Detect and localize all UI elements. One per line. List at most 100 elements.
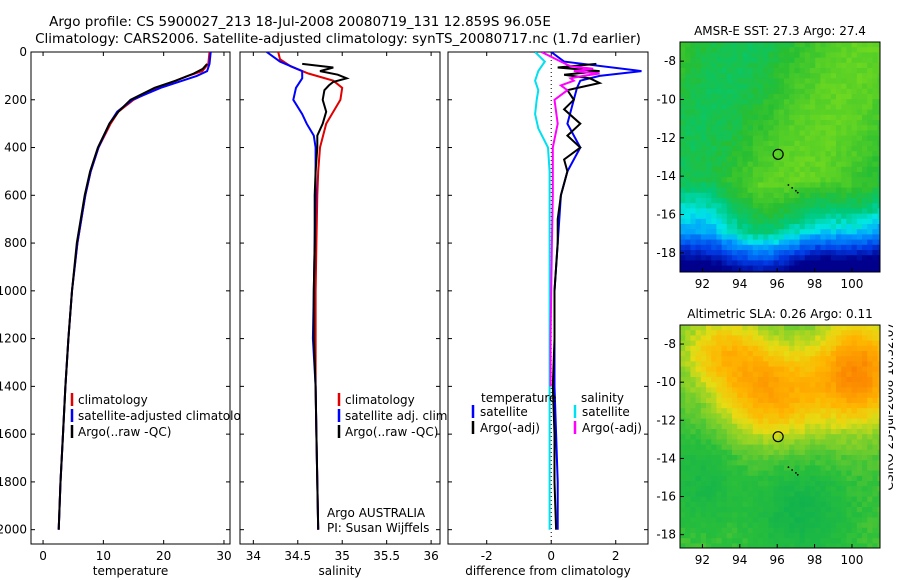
map-cell [778,392,785,399]
map-cell [690,470,696,477]
map-cell [737,387,743,393]
map-cell [680,491,686,497]
map-cell [695,114,702,121]
map-cell [810,512,816,518]
map-cell [846,73,852,79]
map-cell [758,120,764,126]
map-cell [856,177,863,183]
map-cell [742,52,748,58]
map-cell [851,345,858,352]
map-cell [732,345,738,352]
map-cell [830,444,837,451]
map-cell [758,543,764,549]
map-cell [758,172,764,178]
map-cell [721,140,728,147]
map-cell [794,57,800,64]
map-cell [716,187,722,194]
map-cell [680,325,686,331]
map-cell [711,120,717,126]
map-cell [830,156,837,162]
map-cell [846,491,852,497]
map-cell [763,460,769,466]
map-cell [742,455,748,461]
map-cell [799,114,806,121]
map-cell [856,491,863,497]
map-cell [794,114,800,121]
map-cell [830,512,837,518]
map-cell [851,330,858,336]
map-cell [706,42,712,48]
map-cell [810,156,816,162]
map-cell [721,187,728,194]
map-cell [721,52,728,58]
map-cell [768,512,774,518]
map-cell [706,501,712,508]
map-cell [846,361,852,367]
map-cell [820,265,826,272]
map-cell [841,543,847,549]
map-cell [804,218,811,225]
map-cell [825,192,832,199]
map-cell [836,486,842,492]
map-cell [726,397,733,404]
map-cell [716,512,722,518]
map-cell [846,78,852,84]
map-cell [851,99,858,105]
map-cell [825,408,832,414]
map-cell [711,192,717,199]
map-cell [742,156,748,162]
map-cell [799,203,806,209]
map-cell [685,397,691,404]
map-cell [752,392,759,399]
map-cell [820,475,826,482]
map-cell [862,491,868,497]
map-cell [789,371,795,378]
map-cell [830,68,837,74]
map-cell [830,250,837,256]
map-cell [815,52,821,58]
map-cell [773,224,780,230]
map-cell [700,146,707,152]
map-cell [726,166,733,173]
map-cell [763,361,769,367]
map-cell [836,527,842,534]
map-cell [716,501,722,508]
map-cell [799,224,806,230]
map-cell [815,125,821,131]
map-cell [825,366,832,373]
map-cell [815,418,821,425]
map-cell [742,114,748,121]
map-cell [721,377,728,383]
map-cell [752,99,759,105]
map-cell [742,224,748,230]
map-cell [680,429,686,435]
map-cell [862,481,868,487]
map-cell [794,325,800,331]
map-cell [784,330,790,336]
map-cell [695,42,702,48]
map-cell [815,522,821,529]
map-cell [711,104,717,110]
map-cell [747,491,754,497]
map-cell [794,533,800,539]
map-cell [825,172,832,178]
map-cell [804,408,811,414]
map-cell [815,68,821,74]
map-cell [825,345,832,352]
map-cell [851,496,858,503]
map-cell [763,325,769,331]
map-cell [810,52,816,58]
map-cell [799,255,806,261]
map-cell [758,203,764,209]
map-cell [851,104,858,110]
map-cell [830,114,837,121]
map-cell [711,527,717,534]
map-cell [732,371,738,378]
map-cell [778,470,785,477]
map-cell [856,234,863,240]
map-cell [815,377,821,383]
map-cell [732,213,738,220]
map-cell [685,325,691,331]
map-cell [851,156,858,162]
map-cell [742,57,748,64]
